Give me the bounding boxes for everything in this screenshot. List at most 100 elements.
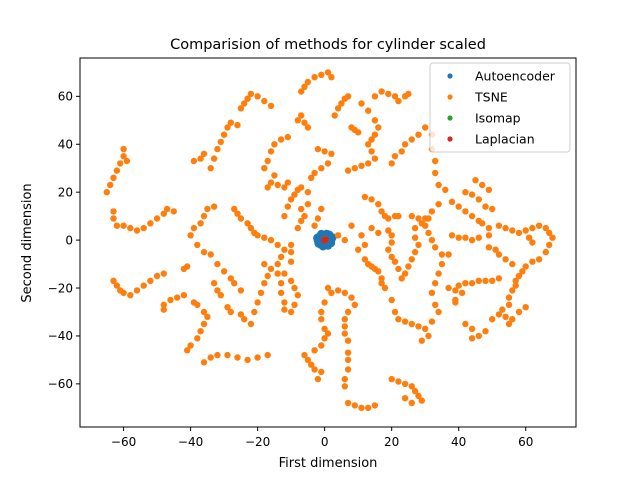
data-point [247, 90, 255, 98]
data-point [133, 227, 141, 234]
data-point [495, 251, 503, 258]
data-point [281, 184, 288, 191]
data-point [190, 224, 198, 232]
data-point [217, 292, 224, 299]
data-point [308, 174, 315, 181]
data-point [458, 289, 466, 296]
data-point [401, 395, 409, 402]
data-point [509, 227, 516, 234]
data-point [301, 119, 308, 126]
data-point [291, 284, 298, 292]
data-point [314, 215, 322, 222]
data-point [251, 308, 258, 316]
data-point [489, 277, 496, 284]
data-point [435, 201, 442, 208]
data-point [358, 404, 365, 411]
data-point [127, 224, 134, 232]
data-point [445, 251, 452, 258]
data-point [318, 368, 325, 376]
data-point [237, 287, 245, 294]
data-point [415, 215, 422, 222]
data-point [214, 260, 221, 268]
data-point [375, 201, 382, 208]
data-point [217, 138, 224, 146]
data-point [505, 320, 513, 328]
data-point [200, 150, 208, 157]
data-point [227, 275, 234, 282]
data-point [452, 299, 459, 306]
data-point [207, 165, 214, 172]
data-point [535, 222, 543, 229]
data-point [546, 241, 553, 249]
data-point [415, 323, 422, 330]
data-point [368, 224, 375, 232]
data-point [274, 181, 281, 189]
data-point [499, 306, 506, 313]
x-tick-label: 20 [384, 435, 399, 449]
data-point [401, 318, 409, 325]
data-point [361, 256, 369, 263]
data-point [324, 330, 332, 337]
data-point [408, 256, 415, 263]
data-point [294, 224, 301, 232]
data-point [311, 366, 318, 373]
data-point [344, 337, 352, 344]
data-point [445, 284, 452, 292]
data-point [237, 215, 245, 222]
data-point [489, 316, 496, 323]
data-point [210, 155, 218, 162]
data-point [120, 153, 127, 160]
data-point [502, 224, 509, 232]
data-point [365, 107, 372, 114]
data-point [153, 215, 161, 222]
data-point [318, 316, 325, 323]
data-point [401, 380, 409, 388]
y-tick-label: 60 [58, 90, 73, 104]
data-point [284, 133, 291, 141]
data-point [422, 124, 429, 131]
data-point [271, 141, 278, 148]
data-point [415, 392, 422, 400]
data-point [301, 212, 308, 220]
data-point [502, 256, 509, 263]
data-point [428, 236, 436, 244]
data-point [361, 193, 369, 201]
data-point [147, 277, 154, 284]
data-point [308, 361, 315, 368]
y-tick-label: −40 [48, 329, 73, 343]
data-point [314, 375, 322, 383]
data-point [381, 284, 389, 292]
data-point [341, 323, 348, 330]
data-point [388, 239, 395, 246]
data-point [385, 215, 392, 222]
data-point [485, 232, 493, 239]
data-point [408, 136, 415, 143]
data-point [324, 69, 332, 76]
data-point [415, 131, 422, 138]
data-point [344, 356, 352, 364]
data-point [110, 215, 117, 222]
data-point [391, 93, 399, 100]
data-point [515, 229, 523, 237]
data-point [287, 277, 295, 284]
y-tick-label: 20 [58, 185, 73, 199]
data-point [442, 186, 449, 193]
data-point [304, 356, 312, 364]
data-point [401, 270, 409, 277]
data-point [244, 356, 251, 364]
data-point [358, 232, 365, 239]
data-point [200, 359, 208, 366]
x-tick-label: −20 [245, 435, 270, 449]
data-point [244, 220, 251, 227]
data-point [378, 88, 385, 95]
data-point [231, 205, 238, 213]
data-point [468, 212, 476, 220]
data-point [194, 301, 201, 308]
data-point [331, 112, 338, 119]
data-point [509, 287, 516, 294]
data-point [365, 141, 372, 148]
data-point [257, 289, 265, 296]
data-point [324, 160, 332, 167]
data-point [418, 337, 425, 344]
